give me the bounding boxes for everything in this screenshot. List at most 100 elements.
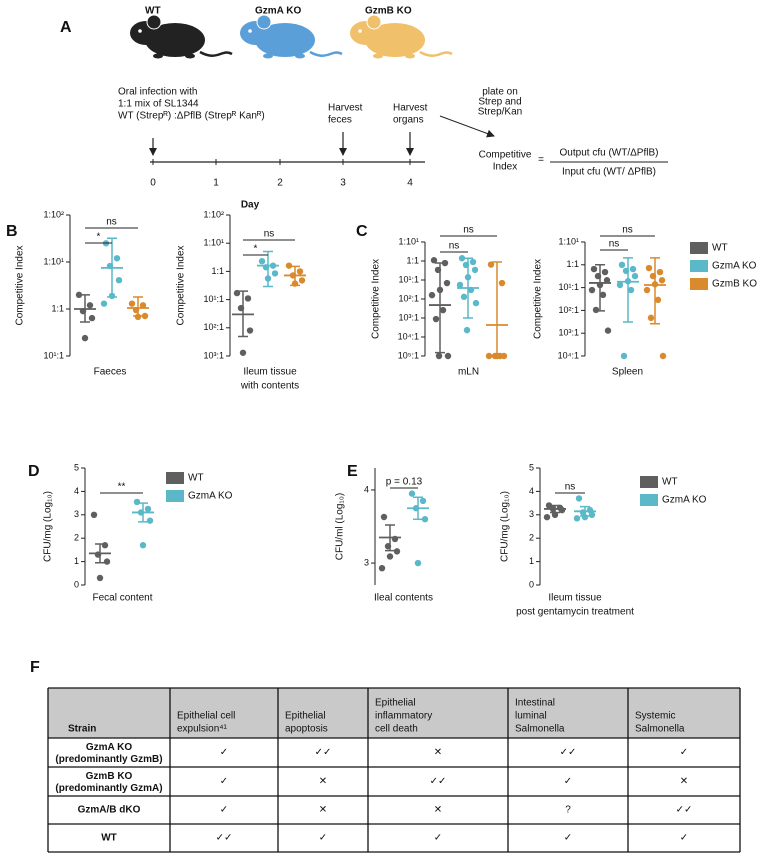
- x-axis-title: Ileum tissue: [548, 593, 602, 604]
- y-axis-title: Competitive Index: [371, 259, 382, 339]
- day-label: 1: [213, 178, 219, 189]
- mouse-eye: [358, 29, 362, 33]
- data-point: [139, 302, 147, 309]
- data-point: [592, 306, 600, 314]
- y-tick-label: 1: [74, 556, 79, 566]
- x-axis-title: Fecal content: [92, 593, 152, 604]
- formula-lhs: Competitive: [479, 150, 532, 161]
- data-point: [463, 326, 471, 334]
- significance-label: ns: [622, 225, 633, 236]
- data-point: [645, 264, 653, 272]
- data-point: [573, 515, 581, 522]
- significance-label: *: [97, 232, 101, 243]
- mouse-tail: [419, 50, 453, 57]
- mouse-foot: [373, 53, 383, 59]
- table-header: Epithelial cell: [177, 711, 235, 722]
- data-point: [620, 352, 628, 360]
- infection-text: 1:1 mix of SL1344: [118, 99, 199, 110]
- data-point: [419, 497, 427, 505]
- data-point: [444, 352, 452, 360]
- table-header: apoptosis: [285, 724, 328, 735]
- mouse-foot: [295, 53, 305, 59]
- y-tick-label: 1:10²: [203, 209, 224, 219]
- y-axis-title: Competitive Index: [15, 245, 26, 325]
- y-tick-label: 0: [529, 579, 534, 589]
- data-point: [471, 266, 479, 274]
- data-point: [133, 498, 141, 506]
- data-point: [498, 279, 506, 287]
- legend-swatch: [690, 242, 708, 254]
- data-point: [75, 291, 83, 299]
- significance-label: ns: [106, 217, 117, 228]
- data-point: [96, 574, 104, 582]
- y-tick-label: 1:1: [406, 255, 419, 265]
- data-point: [271, 270, 279, 277]
- data-point: [658, 277, 666, 284]
- table-header: Salmonella: [515, 724, 565, 735]
- y-tick-label: 10³:1: [558, 328, 579, 338]
- data-point: [599, 291, 607, 299]
- data-point: [139, 542, 147, 549]
- legend-swatch: [166, 472, 184, 484]
- x-axis-title: post gentamycin treatment: [516, 607, 634, 618]
- y-tick-label: 10¹:1: [203, 294, 224, 304]
- mouse-ear: [366, 14, 382, 30]
- day-label: 2: [277, 178, 283, 189]
- table-cell: ✕: [319, 805, 327, 816]
- error-bar: [623, 257, 633, 323]
- table-cell: ✓✓: [676, 805, 693, 816]
- x-axis-title: with contents: [240, 381, 299, 392]
- day-label: 4: [407, 178, 413, 189]
- data-point: [588, 511, 596, 518]
- data-point: [627, 286, 635, 294]
- y-tick-label: 2: [74, 533, 79, 543]
- y-tick-label: 5: [529, 462, 534, 472]
- legend-swatch: [690, 278, 708, 290]
- table-header: Intestinal: [515, 698, 555, 709]
- data-point: [144, 505, 152, 513]
- data-point: [543, 513, 551, 521]
- data-point: [656, 268, 664, 276]
- harvest-text: Harvest: [393, 103, 428, 114]
- y-axis-title: CFU/mg (Log₁₀): [43, 491, 54, 562]
- significance-label: ns: [264, 229, 275, 240]
- data-point: [647, 314, 655, 322]
- significance-label: p = 0.13: [386, 477, 423, 488]
- data-point: [298, 277, 306, 284]
- y-tick-label: 3: [529, 509, 534, 519]
- data-point: [439, 306, 447, 314]
- table-cell: ✓: [220, 805, 228, 816]
- table-cell: ✕: [434, 805, 442, 816]
- y-axis-title: Competitive Index: [176, 245, 187, 325]
- data-point: [458, 255, 466, 262]
- legend-swatch: [640, 476, 658, 488]
- y-tick-label: 3: [74, 509, 79, 519]
- legend-swatch: [166, 490, 184, 502]
- data-point: [113, 255, 121, 262]
- table-cell: ✓: [434, 833, 442, 844]
- y-tick-label: 1: [529, 556, 534, 566]
- mouse-eye: [138, 29, 142, 33]
- strain-name: WT: [101, 833, 117, 844]
- table-cell: ✓: [319, 833, 327, 844]
- panel-label: B: [6, 223, 18, 240]
- significance-label: ns: [449, 241, 460, 252]
- day-label: 0: [150, 178, 156, 189]
- legend-label: GzmA KO: [712, 261, 757, 272]
- table-header: Epithelial: [285, 711, 326, 722]
- data-point: [631, 272, 639, 280]
- harvest-text: organs: [393, 115, 424, 126]
- y-tick-label: 10²:1: [558, 305, 579, 315]
- y-tick-label: 10¹:1: [558, 282, 579, 292]
- mouse-foot: [153, 53, 163, 59]
- table-header-bg: [48, 688, 740, 738]
- data-point: [472, 299, 480, 307]
- y-tick-label: 4: [74, 486, 79, 496]
- strain-name: GzmA KO: [86, 742, 133, 753]
- table-cell: ✓: [680, 833, 688, 844]
- legend-label: GzmA KO: [662, 495, 707, 506]
- plate-text: plate on: [482, 87, 518, 98]
- mouse-label: WT: [145, 6, 161, 17]
- y-axis-title: Competitive Index: [533, 259, 544, 339]
- y-tick-label: 1:10¹: [203, 238, 224, 248]
